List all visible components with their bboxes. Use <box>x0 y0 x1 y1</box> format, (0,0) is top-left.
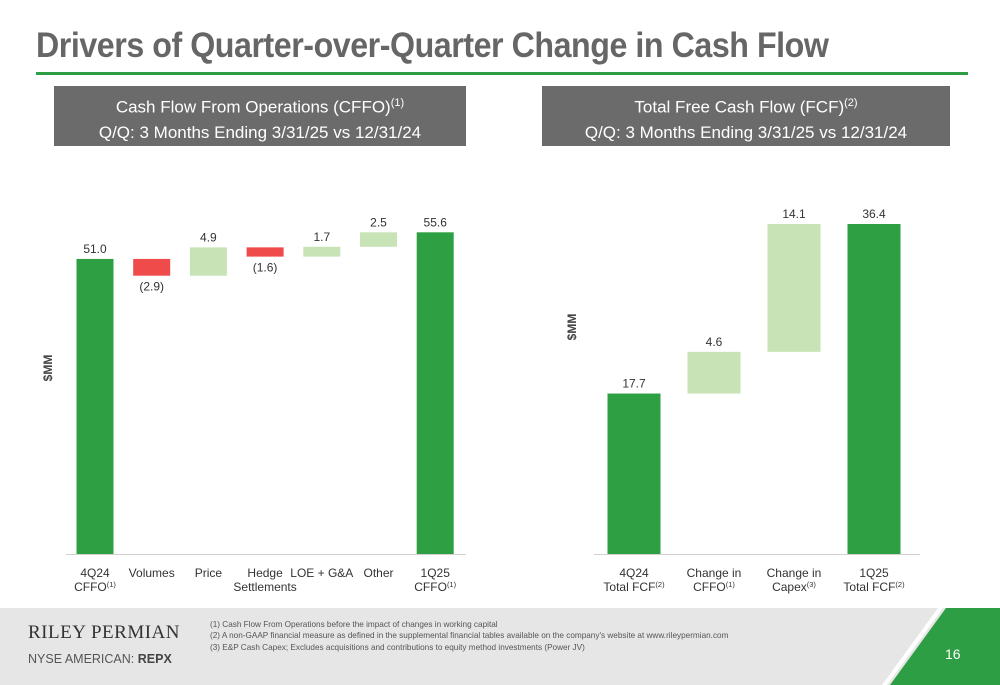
fcf-bar-1 <box>687 351 741 394</box>
cffo-category-label-1-line-0: Volumes <box>129 566 175 580</box>
footnote-2: (2) A non-GAAP financial measure as defi… <box>210 631 729 641</box>
cffo-bar-0 <box>76 258 114 554</box>
cffo-category-footnote-ref-6: (1) <box>447 580 457 589</box>
fcf-header-title: Total Free Cash Flow (FCF) <box>634 97 845 117</box>
title-rule <box>36 72 968 75</box>
cffo-category-label-6-line-1: CFFO(1) <box>414 580 456 594</box>
cffo-bar-1 <box>133 258 171 276</box>
fcf-data-label-3: 36.4 <box>862 207 886 221</box>
cffo-header-title: Cash Flow From Operations (CFFO) <box>115 97 391 117</box>
cffo-data-label-2: 4.9 <box>200 230 217 244</box>
fcf-y-axis-label: $MM <box>565 314 579 341</box>
fcf-bar-0 <box>607 393 661 554</box>
fcf-header-footnote-ref: (2) <box>844 97 858 109</box>
fcf-category-footnote-ref-1: (1) <box>726 580 736 589</box>
cffo-category-label-3-line-1: Settlements <box>233 580 296 594</box>
cffo-category-label-3-line-0: Hedge <box>247 566 283 580</box>
fcf-category-footnote-ref-2: (3) <box>807 580 817 589</box>
cffo-header-footnote-ref: (1) <box>390 97 405 109</box>
cffo-data-label-1: (2.9) <box>139 280 164 294</box>
company-ticker: NYSE AMERICAN: REPX <box>28 652 172 666</box>
fcf-category-footnote-ref-0: (2) <box>655 580 665 589</box>
cffo-bar-3 <box>246 247 284 257</box>
cffo-category-label-0-line-1: CFFO(1) <box>74 580 116 594</box>
cffo-panel-header: Cash Flow From Operations (CFFO)(1) Q/Q:… <box>54 86 466 146</box>
fcf-category-label-3-line-0: 1Q25 <box>859 566 889 580</box>
fcf-data-label-1: 4.6 <box>706 335 723 349</box>
footnotes: (1) Cash Flow From Operations before the… <box>210 619 728 653</box>
cffo-category-label-0-line-0: 4Q24 <box>80 566 110 580</box>
fcf-category-label-1-line-0: Change in <box>687 566 742 580</box>
cffo-data-label-0: 51.0 <box>83 242 107 256</box>
cffo-data-label-6: 55.6 <box>424 215 448 229</box>
cffo-bar-6 <box>416 232 454 555</box>
cffo-bar-4 <box>303 246 341 257</box>
cffo-y-axis-label: $MM <box>41 355 55 382</box>
footnote-3: (3) E&P Cash Capex; Excludes acquisition… <box>210 642 585 652</box>
page-number: 16 <box>945 646 961 662</box>
exchange-label: NYSE AMERICAN: <box>28 652 138 666</box>
cffo-data-label-5: 2.5 <box>370 215 387 229</box>
fcf-category-label-2-line-1: Capex(3) <box>772 580 816 594</box>
cffo-category-footnote-ref-0: (1) <box>107 580 117 589</box>
ticker-symbol: REPX <box>137 652 172 666</box>
cffo-data-label-3: (1.6) <box>253 261 278 275</box>
cffo-category-label-4-line-0: LOE + G&A <box>290 566 353 580</box>
cffo-bar-2 <box>189 247 227 276</box>
fcf-data-label-2: 14.1 <box>782 207 806 221</box>
cffo-header-period: Q/Q: 3 Months Ending 3/31/25 vs 12/31/24 <box>98 122 422 142</box>
fcf-bar-2 <box>767 224 821 352</box>
cffo-data-label-4: 1.7 <box>313 230 330 244</box>
page-title: Drivers of Quarter-over-Quarter Change i… <box>36 26 829 65</box>
cffo-category-label-6-line-0: 1Q25 <box>421 566 451 580</box>
fcf-panel-header: Total Free Cash Flow (FCF)(2) Q/Q: 3 Mon… <box>542 86 950 146</box>
footnote-1: (1) Cash Flow From Operations before the… <box>210 620 498 629</box>
cffo-waterfall-chart: $MM51.04Q24CFFO(1)(2.9)Volumes4.9Price(1… <box>41 215 466 594</box>
cffo-category-label-2-line-0: Price <box>195 566 223 580</box>
footer-bar <box>0 608 1000 685</box>
cffo-bar-5 <box>360 232 397 247</box>
fcf-bar-3 <box>847 224 901 554</box>
fcf-category-label-0-line-1: Total FCF(2) <box>603 580 665 594</box>
footer-accent-shape <box>882 608 1000 685</box>
fcf-category-label-3-line-1: Total FCF(2) <box>843 580 905 594</box>
cffo-category-label-5-line-0: Other <box>363 566 393 580</box>
fcf-category-footnote-ref-3: (2) <box>895 580 905 589</box>
fcf-data-label-0: 17.7 <box>622 377 646 391</box>
company-logo-name: RILEY PERMIAN <box>28 622 180 643</box>
fcf-header-period: Q/Q: 3 Months Ending 3/31/25 vs 12/31/24 <box>584 122 908 142</box>
fcf-category-label-2-line-0: Change in <box>767 566 822 580</box>
fcf-category-label-0-line-0: 4Q24 <box>619 566 649 580</box>
fcf-category-label-1-line-1: CFFO(1) <box>693 580 735 594</box>
